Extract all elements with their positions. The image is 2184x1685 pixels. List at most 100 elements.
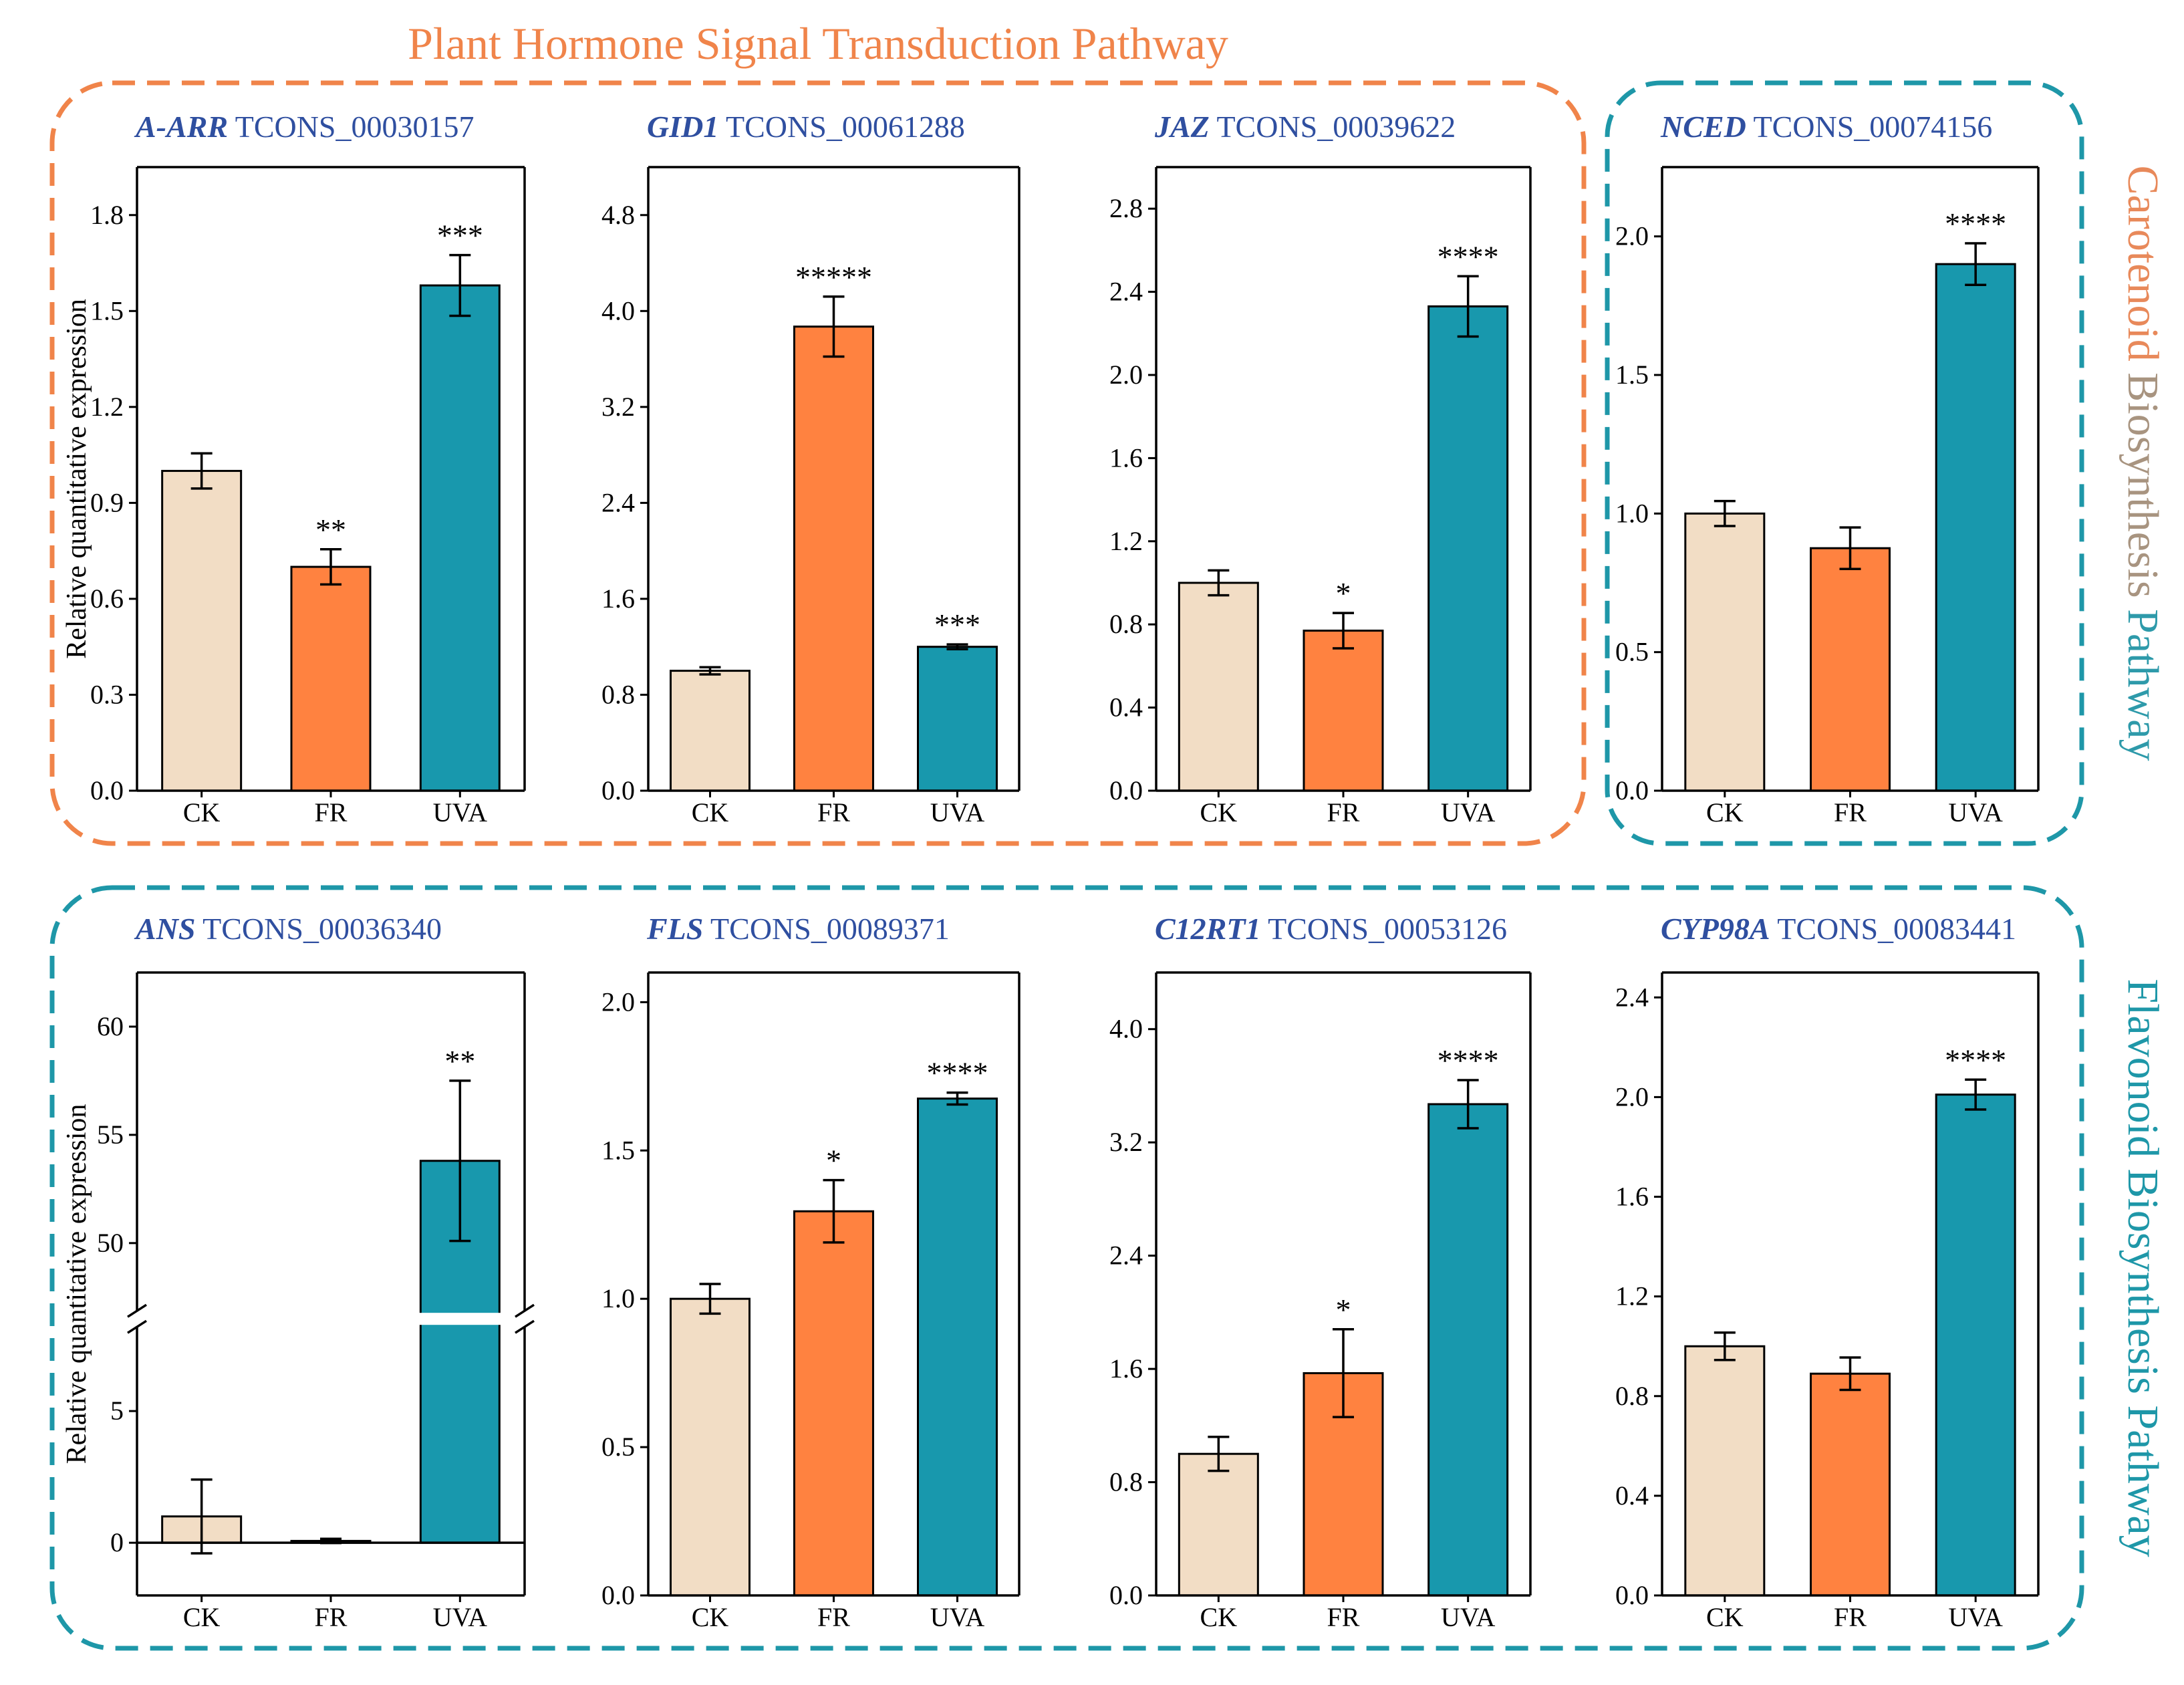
significance-label-gid1-fr: ***** [795, 260, 872, 294]
gene-name: ANS [134, 912, 195, 946]
bar-fls-uva [917, 1097, 998, 1597]
panels: CK**FR***UVA0.00.30.60.91.21.51.8Relativ… [61, 110, 2040, 1632]
axes-frame [136, 971, 526, 1597]
y-tick-label: 50 [97, 1228, 124, 1258]
bar-nced-fr [1810, 547, 1891, 792]
x-tick-label-ck: CK [1706, 1602, 1744, 1632]
significance-label-a-arr-fr: ** [315, 513, 346, 547]
axes-frame [1661, 166, 2040, 792]
axes-frame [136, 166, 526, 792]
gene-name: GID1 [647, 110, 718, 144]
y-tick-label: 5 [110, 1396, 124, 1426]
bar-jaz-fr [1303, 630, 1384, 792]
error-bar-nced-fr [1839, 526, 1861, 571]
axes-frame [647, 166, 1020, 792]
error-bar-fls-uva [946, 1091, 968, 1106]
y-axis-label: Relative quantitative expression [61, 299, 92, 659]
chart-title-nced: NCED TCONS_00074156 [1660, 110, 1992, 144]
y-tick-label: 0.0 [90, 775, 124, 805]
x-tick-label-fr: FR [315, 797, 348, 827]
x-tick-label-uva: UVA [930, 1602, 985, 1632]
axes-frame [1155, 971, 1532, 1597]
y-tick-label: 0.4 [1615, 1480, 1649, 1511]
gene-name: A-ARR [134, 110, 228, 144]
y-tick-label: 0.8 [1109, 1467, 1143, 1497]
hormone-pathway-title: Plant Hormone Signal Transduction Pathwa… [408, 18, 1228, 69]
bar-jaz-uva [1427, 305, 1509, 792]
axes-frame [647, 971, 1020, 1597]
x-tick-label-fr: FR [817, 1602, 850, 1632]
bar-a-arr-fr [290, 565, 372, 792]
chart-panel-fls: CK * FR **** UVA 0.0 0.5 1.0 1.5 2.0 FLS TCONS_000… [601, 912, 1020, 1632]
carotenoid-pathway-frame [1605, 80, 2084, 846]
y-tick-label: 0.8 [601, 679, 635, 709]
significance-label-a-arr-uva: *** [437, 219, 483, 253]
x-tick-label-ck: CK [183, 1602, 221, 1632]
significance-label-c12rt1-fr: * [1336, 1293, 1351, 1327]
chart-panel-c12rt1: CK * FR **** UVA 0.0 0.8 1.6 2.4 3.2 4.0 C12RT1 TCO… [1109, 912, 1532, 1632]
chart-title-jaz: JAZ TCONS_00039622 [1154, 110, 1456, 144]
y-tick-label: 1.2 [1109, 526, 1143, 556]
y-tick-label: 0.9 [90, 487, 124, 517]
bar-nced-uva [1935, 263, 2016, 792]
bar-fls-ck [670, 1297, 750, 1597]
chart-title-gid1: GID1 TCONS_00061288 [647, 110, 965, 144]
y-tick-label: 1.5 [601, 1135, 635, 1165]
y-tick-label: 1.6 [1109, 1353, 1143, 1384]
transcript-id: TCONS_00053126 [1260, 912, 1506, 946]
y-tick-label: 0.0 [1615, 1580, 1649, 1610]
chart-title-a-arr: A-ARR TCONS_00030157 [134, 110, 474, 144]
transcript-id: TCONS_00083441 [1770, 912, 2016, 946]
x-tick-label-uva: UVA [1441, 797, 1496, 827]
y-tick-label: 0.4 [1109, 692, 1143, 723]
y-tick-label: 1.6 [601, 584, 635, 614]
x-tick-label-ck: CK [183, 797, 221, 827]
y-tick-label: 0.3 [90, 679, 124, 709]
significance-label-fls-fr: * [826, 1144, 841, 1178]
gene-name: JAZ [1154, 110, 1210, 144]
y-tick-label: 0.6 [90, 584, 124, 614]
bar-fls-fr [793, 1210, 874, 1597]
bar-cyp98a-fr [1810, 1372, 1891, 1597]
x-tick-label-uva: UVA [1441, 1602, 1496, 1632]
chart-title-ans: ANS TCONS_00036340 [134, 912, 442, 946]
bar-cyp98a-ck [1684, 1345, 1766, 1597]
axes-frame [1155, 166, 1532, 792]
gene-name: C12RT1 [1155, 912, 1260, 946]
flavonoid-pathway-frame [49, 885, 2084, 1651]
x-tick-label-fr: FR [1834, 1602, 1867, 1632]
bar-gid1-fr [793, 326, 874, 792]
significance-label-fls-uva: **** [927, 1056, 988, 1090]
y-tick-label: 4.8 [601, 200, 635, 230]
y-tick-label: 1.6 [1109, 442, 1143, 473]
transcript-id: TCONS_00030157 [228, 110, 474, 144]
y-tick-label: 0.0 [1615, 775, 1649, 805]
y-tick-label: 1.2 [1615, 1281, 1649, 1311]
x-tick-label-fr: FR [1834, 797, 1867, 827]
y-tick-label: 0.5 [1615, 637, 1649, 667]
x-tick-label-fr: FR [315, 1602, 348, 1632]
transcript-id: TCONS_00089371 [703, 912, 949, 946]
y-tick-label: 2.4 [1109, 277, 1143, 307]
transcript-id: TCONS_00061288 [718, 110, 964, 144]
carotenoid-title-word-1: Carotenoid [2119, 166, 2167, 362]
error-bar-jaz-fr [1333, 612, 1354, 650]
x-tick-label-uva: UVA [1948, 1602, 2003, 1632]
error-bar-a-arr-ck [190, 452, 213, 490]
x-tick-label-ck: CK [692, 797, 729, 827]
error-bar-cyp98a-uva [1965, 1078, 1987, 1111]
bar-c12rt1-uva [1427, 1103, 1509, 1597]
transcript-id: TCONS_00074156 [1746, 110, 1992, 144]
carotenoid-title-space-2 [2119, 598, 2167, 610]
y-tick-label: 2.0 [1109, 360, 1143, 390]
bar-jaz-ck [1178, 581, 1259, 792]
bar-a-arr-uva [419, 284, 501, 792]
transcript-id: TCONS_00039622 [1210, 110, 1456, 144]
y-tick-label: 3.2 [1109, 1127, 1143, 1157]
y-tick-label: 1.0 [601, 1283, 635, 1313]
y-tick-label: 2.4 [1615, 982, 1649, 1012]
error-bar-gid1-ck [699, 666, 721, 676]
y-tick-label: 0.0 [601, 775, 635, 805]
y-tick-label: 0.0 [1109, 1580, 1143, 1610]
